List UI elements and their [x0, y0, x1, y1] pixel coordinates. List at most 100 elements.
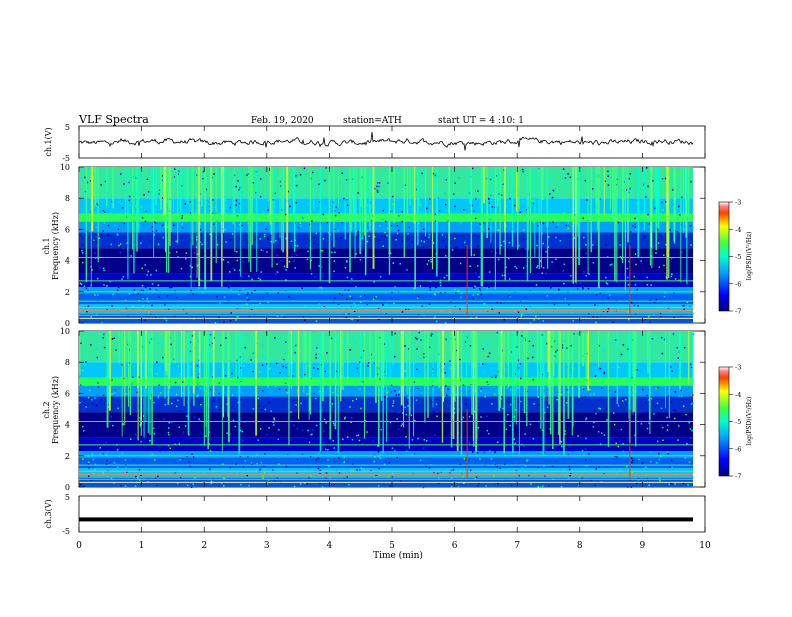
spectrogram-speckle [339, 182, 341, 184]
spectrogram-speckle [665, 360, 667, 363]
spectrogram-speckle [290, 200, 292, 203]
x-tick-label: 4 [327, 541, 333, 551]
spectrogram-speckle [619, 244, 622, 246]
spectrogram-speckle [674, 391, 677, 393]
spectrogram-speckle [264, 358, 266, 360]
spectrogram-speckle [659, 312, 662, 315]
spectrogram-speckle [640, 423, 643, 425]
spectrogram-streak [688, 331, 690, 385]
spectrogram-streak [679, 331, 681, 372]
spectrogram-speckle [263, 427, 265, 430]
spectrogram-speckle [135, 205, 137, 208]
spectrogram-speckle [538, 374, 541, 376]
spectrogram-streak [168, 331, 171, 389]
spectrogram-speckle [211, 373, 213, 376]
spectrogram-speckle [531, 305, 533, 307]
spectrogram-speckle [472, 474, 474, 476]
spectrogram-speckle [623, 181, 625, 183]
spectrogram-speckle [666, 429, 669, 431]
spectrogram-speckle [615, 442, 617, 444]
spectrogram-speckle [100, 336, 103, 339]
spectrogram-speckle [124, 485, 127, 487]
spectrogram-speckle [101, 276, 103, 278]
spectrogram-streak [549, 331, 551, 384]
spectrogram-speckle [150, 205, 152, 207]
spectrogram-speckle [324, 207, 327, 209]
spectrogram-speckle [239, 186, 241, 189]
spectrogram-speckle [167, 308, 170, 311]
spectrogram-streak [424, 167, 427, 237]
spectrogram-speckle [573, 351, 576, 353]
spectrogram-speckle [168, 421, 170, 424]
spectrogram-streak [368, 167, 371, 231]
spectrogram-speckle [263, 186, 265, 189]
spectrogram-speckle [266, 483, 268, 485]
spectrogram-speckle [668, 260, 671, 262]
spectrogram-speckle [549, 254, 552, 256]
spectrogram-speckle [491, 250, 493, 253]
spectrogram-speckle [232, 419, 235, 422]
spectrogram-speckle [235, 199, 238, 202]
spectrogram-speckle [324, 179, 326, 182]
spectrogram-speckle [293, 260, 295, 263]
spectrogram-speckle [530, 200, 533, 202]
spectrogram-speckle [513, 204, 516, 207]
spectrogram-speckle [157, 396, 160, 399]
spectrogram-speckle [522, 199, 525, 202]
spectrogram-streak [628, 331, 631, 419]
spectrogram-speckle [564, 177, 567, 179]
spectrogram-speckle [135, 475, 137, 478]
spectrogram-speckle [606, 419, 608, 421]
spectrogram-speckle [363, 350, 365, 352]
spectrogram-speckle [564, 298, 566, 300]
spectrogram-streak [192, 167, 194, 246]
spectrogram-speckle [174, 381, 177, 384]
spectrogram-speckle [422, 486, 425, 489]
spectrogram-speckle [416, 348, 418, 350]
spectrogram-streak [151, 167, 153, 219]
spectrogram-speckle [460, 221, 462, 224]
spectrogram-speckle [310, 474, 312, 477]
spectrogram-speckle [248, 485, 250, 487]
spectrogram-streak [166, 331, 169, 376]
spectrogram-speckle [419, 285, 422, 287]
spectrogram-speckle [494, 483, 496, 485]
spectrogram-speckle [291, 256, 293, 258]
spectrogram-speckle [366, 240, 369, 243]
spectrogram-streak [449, 167, 451, 282]
spectrogram-speckle [653, 413, 655, 415]
spectrogram-speckle [79, 178, 81, 180]
spectrogram-speckle [450, 319, 453, 321]
spectrogram-speckle [491, 308, 493, 310]
spectrogram-speckle [501, 182, 504, 184]
spectrogram-speckle [477, 406, 480, 409]
spectrogram-speckle [158, 342, 160, 344]
spectrogram-speckle [483, 371, 486, 373]
spectrogram-speckle [129, 244, 132, 247]
spectrogram-speckle [210, 482, 212, 485]
spectrogram-speckle [520, 400, 522, 403]
spectrogram-speckle [229, 206, 232, 209]
spectrogram-speckle [341, 212, 343, 214]
spectrogram-speckle [474, 217, 477, 220]
spectrogram-speckle [353, 466, 356, 468]
spectrogram-speckle [217, 347, 220, 350]
spectrogram-speckle [93, 206, 95, 208]
spectrogram-speckle [82, 261, 84, 264]
spectrogram-speckle [678, 180, 681, 182]
spectrogram-speckle [343, 197, 345, 200]
spectrogram-speckle [304, 305, 306, 307]
spectrogram-speckle [464, 273, 467, 275]
spectrogram-streak [215, 167, 217, 264]
spectrogram-speckle [89, 286, 91, 289]
spectrogram-speckle [569, 374, 572, 377]
spectrogram-speckle [257, 439, 259, 441]
spectrogram-speckle [650, 341, 652, 344]
spectrogram-streak [437, 331, 439, 380]
spectrogram-speckle [675, 474, 678, 476]
spectrogram-speckle [111, 393, 113, 395]
spectrogram-speckle [621, 413, 623, 416]
spectrogram-speckle [246, 415, 248, 417]
spectrogram-speckle [191, 453, 193, 456]
